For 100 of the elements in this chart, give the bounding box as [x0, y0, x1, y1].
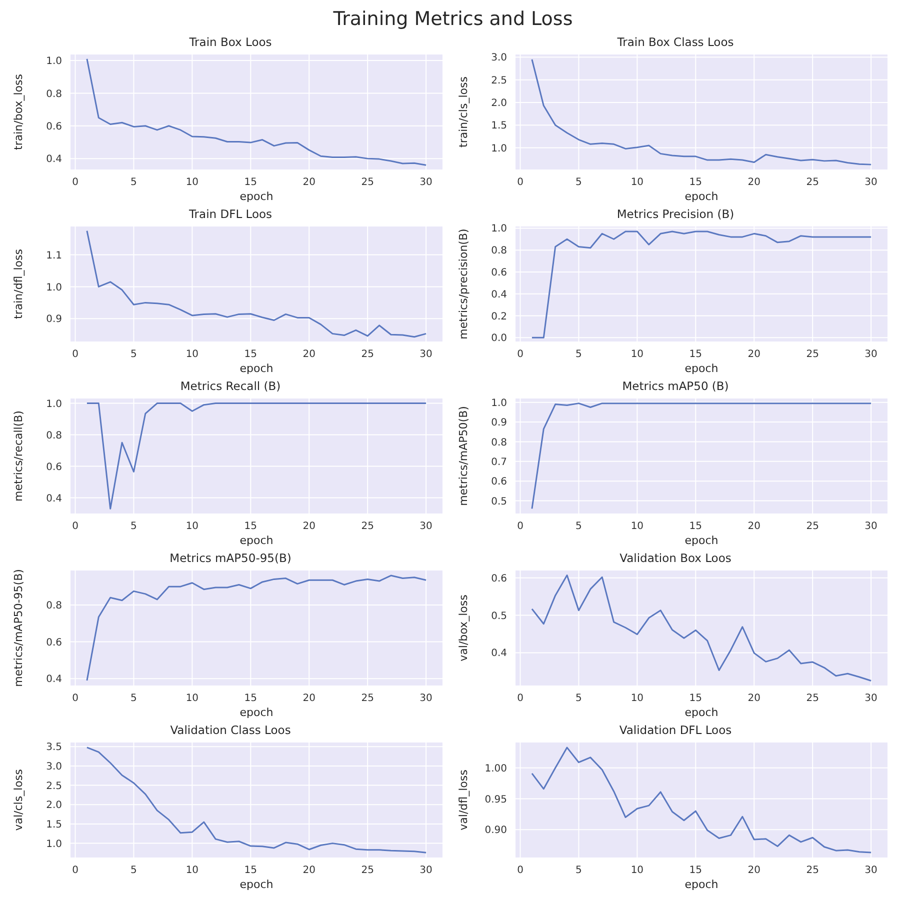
x-tick-label: 20 [748, 349, 760, 360]
x-tick-label: 10 [186, 177, 199, 188]
y-tick-label: 0.95 [484, 794, 507, 806]
x-tick-label: 0 [72, 177, 78, 188]
x-axis-title: epoch [684, 362, 718, 375]
y-tick-label: 1.0 [46, 398, 62, 410]
x-tick-label: 15 [244, 865, 258, 876]
y-axis-title: val/box_loss [456, 594, 470, 662]
y-tick-label: 3.5 [46, 742, 62, 754]
x-axis-title: epoch [240, 190, 274, 203]
x-tick-label: 30 [864, 349, 878, 360]
y-tick-label: 1.5 [491, 120, 507, 132]
y-tick-label: 0.7 [491, 456, 507, 468]
x-axis-title: epoch [684, 878, 718, 891]
y-tick-label: 2.0 [491, 98, 507, 110]
x-tick-label: 20 [748, 521, 760, 532]
y-tick-label: 0.90 [484, 825, 507, 836]
y-axis-title: metrics/recall(B) [12, 410, 25, 502]
x-tick-label: 10 [186, 349, 199, 360]
x-tick-label: 25 [361, 693, 374, 704]
x-tick-label: 20 [302, 693, 316, 704]
line-series [531, 58, 872, 166]
y-tick-label: 1.0 [46, 282, 62, 294]
x-axis-title: epoch [240, 534, 274, 547]
x-tick-label: 10 [630, 177, 644, 188]
x-tick-label: 20 [748, 177, 760, 188]
y-tick-label: 0.6 [46, 637, 62, 648]
y-tick-label: 0.8 [491, 437, 507, 448]
y-axis-title: train/dfl_loss [12, 248, 25, 319]
x-tick-label: 0 [72, 693, 78, 704]
y-tick-label: 0.4 [46, 154, 62, 166]
x-tick-label: 15 [689, 865, 702, 876]
y-tick-label: 0.6 [46, 121, 62, 132]
y-tick-label: 0.8 [46, 430, 62, 442]
x-tick-label: 30 [864, 521, 878, 532]
x-tick-label: 5 [576, 177, 582, 188]
y-tick-label: 1.0 [46, 838, 62, 850]
line-series [86, 746, 427, 854]
chart-title: Train DFL Loos [188, 206, 274, 222]
x-tick-label: 5 [130, 177, 137, 188]
x-tick-label: 20 [302, 177, 316, 188]
x-tick-label: 30 [420, 521, 432, 532]
y-tick-label: 1.0 [46, 56, 62, 68]
x-tick-label: 25 [806, 693, 819, 704]
y-axis-title: metrics/mAP50-95(B) [12, 569, 25, 687]
x-tick-label: 15 [244, 177, 258, 188]
x-tick-label: 15 [244, 693, 258, 704]
x-tick-label: 0 [517, 177, 524, 188]
y-tick-label: 2.0 [46, 800, 62, 812]
x-tick-label: 0 [517, 349, 524, 360]
x-tick-label: 15 [689, 693, 702, 704]
x-tick-label: 25 [361, 349, 374, 360]
x-axis-title: epoch [240, 878, 274, 891]
x-tick-label: 30 [420, 693, 432, 704]
x-tick-label: 15 [689, 177, 702, 188]
x-tick-label: 25 [361, 865, 374, 876]
x-tick-label: 25 [806, 349, 819, 360]
y-tick-label: 0.4 [491, 289, 507, 300]
y-tick-label: 1.0 [491, 143, 507, 154]
chart-title: Train Box Loos [188, 34, 273, 50]
x-tick-label: 25 [806, 521, 819, 532]
line-series [86, 574, 427, 682]
y-tick-label: 0.8 [46, 600, 62, 612]
x-tick-label: 30 [420, 865, 432, 876]
y-tick-label: 3.0 [491, 52, 507, 64]
y-tick-label: 1.0 [491, 398, 507, 409]
x-tick-label: 30 [864, 693, 878, 704]
y-tick-label: 0.0 [491, 333, 507, 344]
x-tick-label: 10 [630, 865, 644, 876]
y-axis-title: val/cls_loss [12, 768, 25, 831]
y-tick-label: 0.9 [491, 418, 507, 429]
chart-title: Validation DFL Loos [618, 722, 733, 738]
y-tick-label: 1.00 [484, 763, 507, 774]
chart-title: Validation Box Loos [618, 550, 732, 566]
x-axis-title: epoch [240, 362, 274, 375]
chart-title: Metrics Recall (B) [179, 378, 282, 394]
chart-title: Validation Class Loos [169, 722, 292, 738]
line-series [531, 402, 872, 510]
x-tick-label: 0 [517, 521, 524, 532]
chart-title: Train Box Class Loos [616, 34, 735, 50]
x-tick-label: 20 [748, 865, 760, 876]
y-tick-label: 0.6 [46, 462, 62, 473]
x-tick-label: 30 [864, 865, 878, 876]
x-tick-label: 10 [630, 349, 644, 360]
x-tick-label: 0 [517, 693, 524, 704]
x-tick-label: 5 [576, 521, 582, 532]
x-tick-label: 15 [689, 521, 702, 532]
y-tick-label: 2.5 [491, 75, 507, 86]
y-tick-label: 0.6 [491, 573, 507, 584]
x-tick-label: 5 [130, 349, 137, 360]
x-tick-label: 10 [186, 865, 199, 876]
x-tick-label: 30 [864, 177, 878, 188]
line-series [86, 230, 427, 338]
y-axis-title: metrics/mAP50(B) [456, 406, 470, 506]
x-tick-label: 20 [748, 693, 760, 704]
y-tick-label: 0.4 [46, 674, 62, 686]
chart-title: Metrics mAP50-95(B) [168, 550, 292, 566]
x-tick-label: 5 [130, 521, 137, 532]
x-tick-label: 5 [130, 865, 137, 876]
x-tick-label: 0 [517, 865, 524, 876]
